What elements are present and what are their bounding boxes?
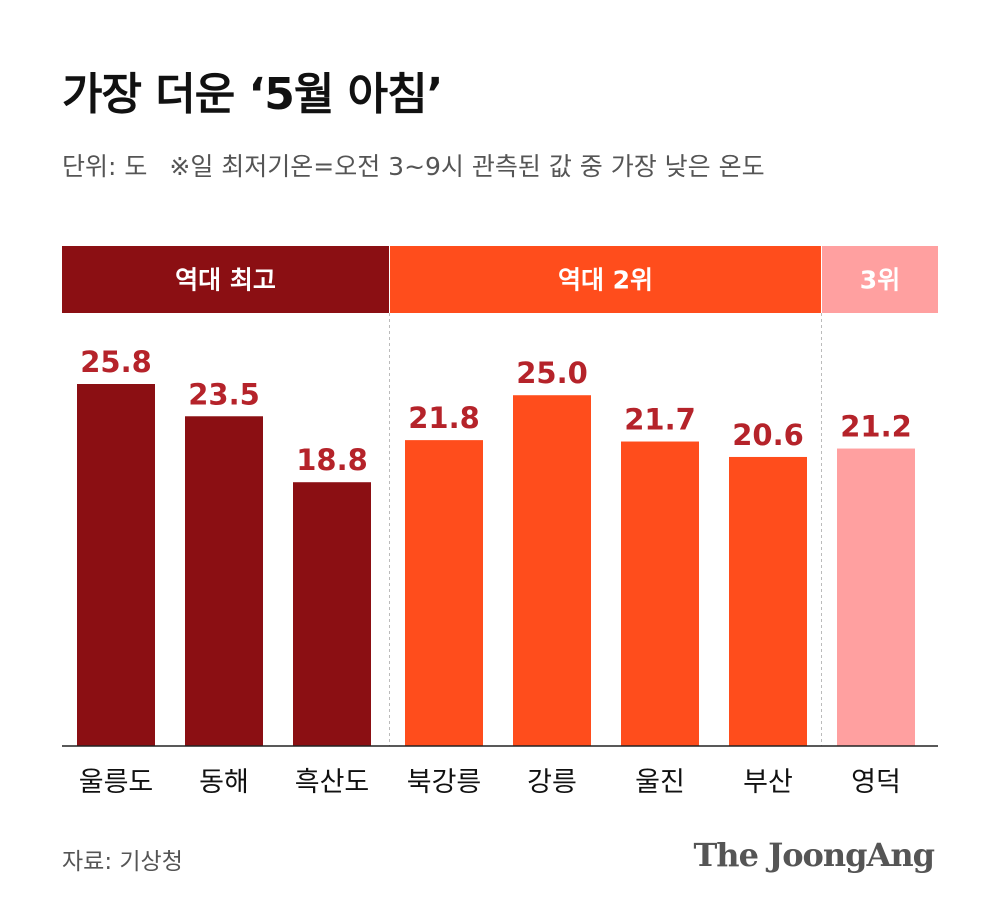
value-labels: 25.8 23.5 18.8 21.8 25.0 21.7 20.6 21.2: [80, 345, 912, 477]
group-bands: 역대 최고 역대 2위 3위: [62, 246, 938, 313]
category-labels: 울릉도 동해 흑산도 북강릉 강릉 울진 부산 영덕: [79, 767, 901, 798]
page-title: 가장 더운 ‘5월 아침’: [62, 69, 443, 120]
category-label: 울진: [635, 767, 685, 798]
group-band-label: 역대 최고: [175, 266, 276, 295]
bar: [621, 441, 699, 746]
category-label: 동해: [199, 767, 249, 798]
group-band: [390, 246, 821, 313]
bar: [837, 448, 915, 746]
brand-logo: The JoongAng: [693, 836, 935, 874]
bar-value-label: 21.2: [840, 410, 912, 444]
group-band-label: 3위: [860, 266, 900, 295]
bar-value-label: 20.6: [732, 418, 804, 452]
footnote-label: ※일 최저기온=오전 3~9시 관측된 값 중 가장 낮은 온도: [169, 152, 765, 181]
category-label: 흑산도: [295, 767, 370, 798]
category-label: 영덕: [851, 767, 901, 798]
group-dividers: [389, 313, 822, 746]
bar: [405, 440, 483, 746]
bar-value-label: 18.8: [296, 443, 368, 477]
bars: [77, 384, 915, 746]
bar: [185, 416, 263, 746]
bar-value-label: 23.5: [188, 377, 260, 411]
chart-subtitle: 단위: 도 ※일 최저기온=오전 3~9시 관측된 값 중 가장 낮은 온도: [62, 147, 765, 183]
unit-label: 단위: 도: [62, 152, 148, 181]
bar: [77, 384, 155, 746]
category-label: 울릉도: [79, 767, 154, 798]
category-label: 북강릉: [407, 767, 482, 798]
group-band-label: 역대 2위: [558, 266, 653, 295]
bar-value-label: 21.7: [624, 403, 696, 437]
group-band: [62, 246, 389, 313]
bar: [729, 456, 807, 746]
source-label: 자료: 기상청: [62, 849, 183, 875]
bar: [513, 395, 591, 746]
bar: [293, 482, 371, 746]
category-label: 강릉: [527, 767, 577, 798]
bar-value-label: 25.0: [516, 356, 588, 390]
bar-value-label: 25.8: [80, 345, 152, 379]
category-label: 부산: [743, 767, 793, 798]
group-band: [822, 246, 938, 313]
bar-value-label: 21.8: [408, 401, 480, 435]
